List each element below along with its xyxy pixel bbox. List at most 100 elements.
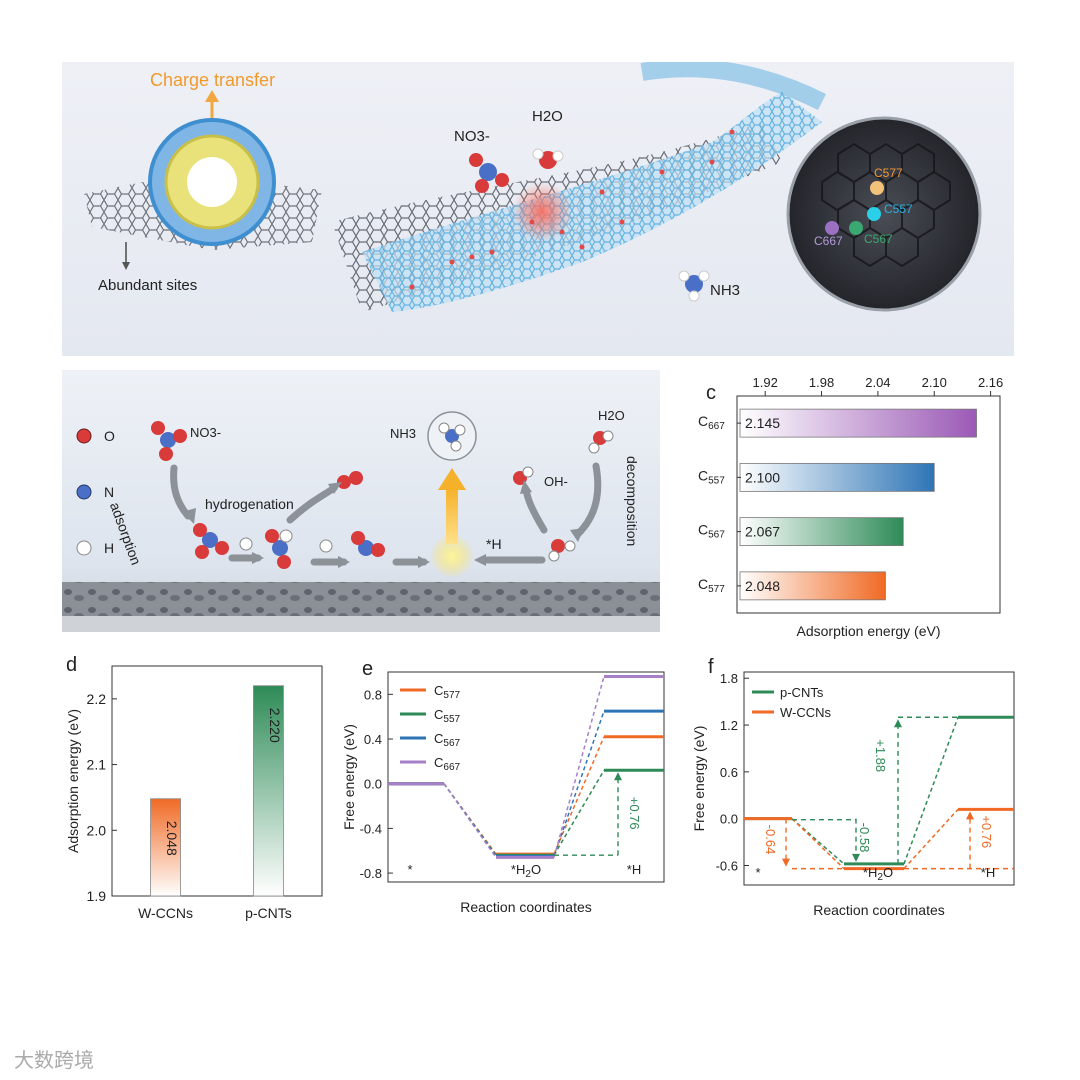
nh3-label: NH3 — [710, 282, 741, 299]
annotation-label: +0.76 — [627, 797, 642, 830]
site-c567-label: C567 — [864, 232, 893, 246]
energy-connector — [791, 818, 845, 870]
y-tick-label: -0.4 — [360, 821, 382, 836]
legend-label: p-CNTs — [780, 685, 824, 700]
plot-frame — [743, 671, 1015, 886]
hydrogenation-label: hydrogenation — [205, 496, 294, 512]
no3-label: NO3- — [454, 128, 490, 145]
annotation-label: +1.88 — [873, 739, 888, 772]
bar-value-label: 2.100 — [745, 469, 780, 485]
chart-f-free-energy: -0.6 0.0 0.6 1.2 1.8 p-CNTs W-CCNs -0.64 -0.58 +1… — [691, 671, 1015, 918]
energy-connector — [553, 769, 605, 856]
y-category-label: C557 — [698, 467, 725, 486]
bar-value-label: 2.145 — [745, 415, 780, 431]
y-tick-label: 1.8 — [720, 671, 738, 686]
annotation-arrow — [966, 811, 974, 820]
x-tick-label: 2.16 — [978, 375, 1003, 390]
y-tick-label: 0.4 — [364, 732, 382, 747]
x-category-label: p-CNTs — [245, 905, 292, 921]
h2o-label: H2O — [532, 108, 563, 125]
star-h-label: *H — [486, 536, 502, 552]
panel-label-e: e — [362, 658, 374, 680]
y-tick-label: 0.8 — [364, 687, 382, 702]
chart-d-adsorption-energy: 1.9 2.0 2.1 2.2 2.048 W-CCNs 2.220 p-CNTs Adsorp… — [65, 665, 323, 921]
y-category-label: C577 — [698, 576, 725, 595]
y-axis-label: Free energy (eV) — [691, 726, 707, 832]
legend-h-label: H — [104, 540, 115, 556]
y-tick-label: 0.6 — [720, 765, 738, 780]
abundant-sites-label: Abundant sites — [98, 277, 198, 294]
legend-label: C567 — [434, 731, 461, 749]
x-tick-label: 2.04 — [865, 375, 890, 390]
decomposition-label: decomposition — [624, 456, 640, 547]
legend-n-label: N — [104, 484, 115, 500]
legend-o-label: O — [104, 428, 115, 444]
nanotube-illustration — [84, 59, 982, 312]
no3-b-label: NO3- — [190, 425, 222, 440]
legend-label: W-CCNs — [780, 705, 832, 720]
state-label: *H — [981, 865, 995, 880]
legend-label: C667 — [434, 755, 461, 773]
nh3-b-label: NH3 — [390, 426, 417, 441]
bar-value-label: 2.048 — [745, 578, 780, 594]
annotation-arrow — [894, 719, 902, 728]
x-axis-label: Adsorption energy (eV) — [797, 623, 941, 639]
chart-e-free-energy: -0.8 -0.4 0.0 0.4 0.8 C577 C557 C567 C667 +0.76 * *… — [341, 671, 665, 915]
bar — [150, 798, 181, 897]
annotation-label: -0.64 — [763, 825, 778, 855]
y-tick-label: 1.2 — [720, 718, 738, 733]
plot-frame — [736, 395, 1001, 614]
state-label: * — [755, 865, 760, 880]
bar — [739, 462, 935, 492]
x-axis-label: Reaction coordinates — [460, 899, 592, 915]
y-tick-label: 0.0 — [720, 812, 738, 827]
y-tick-label: 0.0 — [364, 777, 382, 792]
legend-label: C557 — [434, 707, 461, 725]
energy-connector — [903, 716, 959, 865]
state-label: *H — [627, 862, 641, 877]
annotation-label: -0.58 — [857, 823, 872, 853]
y-axis-label: Adsorption energy (eV) — [65, 709, 81, 853]
site-c557-label: C557 — [884, 202, 913, 216]
h2o-b-label: H2O — [598, 408, 625, 423]
chart-c-adsorption-energy: 1.92 1.98 2.04 2.10 2.16 2.145 C667 2.100 C557 2.… — [698, 375, 1003, 639]
y-tick-label: 2.2 — [87, 691, 107, 707]
plot-frame — [387, 671, 665, 883]
y-tick-label: 2.0 — [87, 822, 107, 838]
y-category-label: C667 — [698, 413, 725, 432]
legend-label: C577 — [434, 683, 461, 701]
site-c577-label: C577 — [874, 166, 903, 180]
energy-connector — [443, 783, 497, 858]
panel-a-illustration — [62, 59, 1014, 356]
state-label: *H2O — [863, 865, 893, 883]
panel-label-d: d — [66, 654, 78, 676]
panel-label-c: c — [706, 382, 716, 404]
y-tick-label: -0.6 — [716, 858, 738, 873]
bar — [739, 571, 886, 601]
charge-transfer-label: Charge transfer — [150, 70, 276, 90]
y-tick-label: -0.8 — [360, 866, 382, 881]
bar-value-label: 2.067 — [745, 524, 780, 540]
energy-connector — [903, 808, 959, 870]
bar — [739, 408, 977, 438]
site-c667-label: C667 — [814, 234, 843, 248]
y-axis-label: Free energy (eV) — [341, 724, 357, 830]
energy-connector — [553, 710, 605, 857]
panel-b-mechanism — [62, 370, 660, 632]
bar-value-label: 2.048 — [164, 821, 180, 856]
x-tick-label: 1.92 — [753, 375, 778, 390]
energy-connector — [791, 818, 845, 865]
annotation-arrow — [614, 772, 622, 781]
state-label: *H2O — [511, 862, 541, 880]
bar-value-label: 2.220 — [267, 708, 283, 743]
annotation-arrow — [782, 858, 790, 867]
x-tick-label: 1.98 — [809, 375, 834, 390]
mechanism-diagram — [62, 411, 660, 632]
watermark-text: 大数跨境 — [14, 1050, 94, 1072]
state-label: * — [407, 862, 412, 877]
annotation-arrow — [852, 853, 860, 862]
x-tick-label: 2.10 — [922, 375, 947, 390]
annotation-label: +0.76 — [979, 815, 994, 848]
energy-connector — [553, 676, 605, 858]
bar — [739, 517, 904, 547]
